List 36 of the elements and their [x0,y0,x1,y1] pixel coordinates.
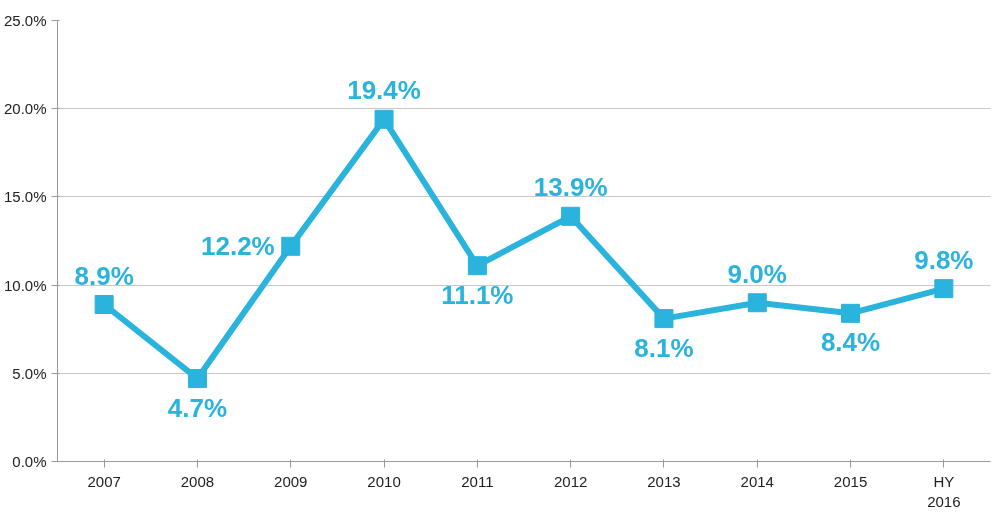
point [841,303,861,323]
x-tick-label: 2015 [833,472,868,490]
point [94,295,114,314]
data-label: 11.1% [441,279,514,310]
point [281,236,301,256]
x-tick-label: 2008 [180,472,215,490]
y-tick-label: 10.0% [3,276,47,294]
data-label: 12.2% [201,231,275,262]
data-label: 13.9% [533,172,608,203]
data-label: 19.4% [347,75,421,106]
point [654,309,674,329]
x-tick-label: 2012 [553,472,588,490]
point [561,206,581,226]
x-tick-label: 2010 [367,472,401,490]
x-tick-label: 2007 [87,472,121,490]
data-label: 8.1% [634,332,694,363]
y-tick-label: 20.0% [3,100,47,118]
x-tick-label: 2013 [647,472,681,490]
point [934,279,954,299]
data-label: 9.0% [727,258,787,289]
point [467,256,487,276]
x-tick-label: 2014 [740,472,774,490]
point [187,369,207,389]
y-tick-label: 25.0% [3,12,47,29]
x-tick-label: HY 2016 [927,472,961,510]
y-tick-label: 0.0% [12,453,47,470]
y-tick-label: 5.0% [12,364,47,382]
x-tick-label: 2011 [461,472,494,490]
data-label: 4.7% [167,392,228,423]
data-label: 9.8% [914,244,974,275]
data-label: 8.9% [74,260,134,291]
y-tick-label: 15.0% [3,188,47,206]
point [374,109,394,129]
point [747,293,767,313]
x-tick-label: 2009 [274,472,308,490]
data-label: 8.4% [820,327,881,358]
